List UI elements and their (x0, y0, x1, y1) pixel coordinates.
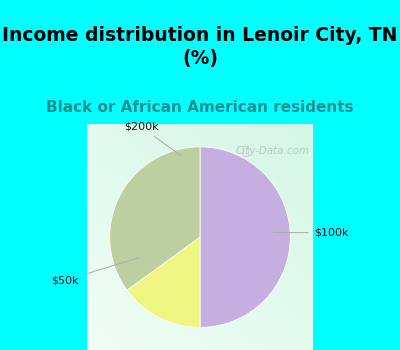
Text: ⦿: ⦿ (241, 145, 249, 158)
Text: Black or African American residents: Black or African American residents (46, 100, 354, 115)
Wedge shape (127, 237, 200, 328)
Wedge shape (200, 147, 290, 328)
Wedge shape (110, 147, 200, 290)
Text: Income distribution in Lenoir City, TN
(%): Income distribution in Lenoir City, TN (… (2, 26, 398, 68)
Text: $200k: $200k (124, 122, 182, 156)
Text: City-Data.com: City-Data.com (235, 146, 309, 156)
Text: $100k: $100k (273, 228, 348, 238)
Text: $50k: $50k (51, 258, 139, 286)
